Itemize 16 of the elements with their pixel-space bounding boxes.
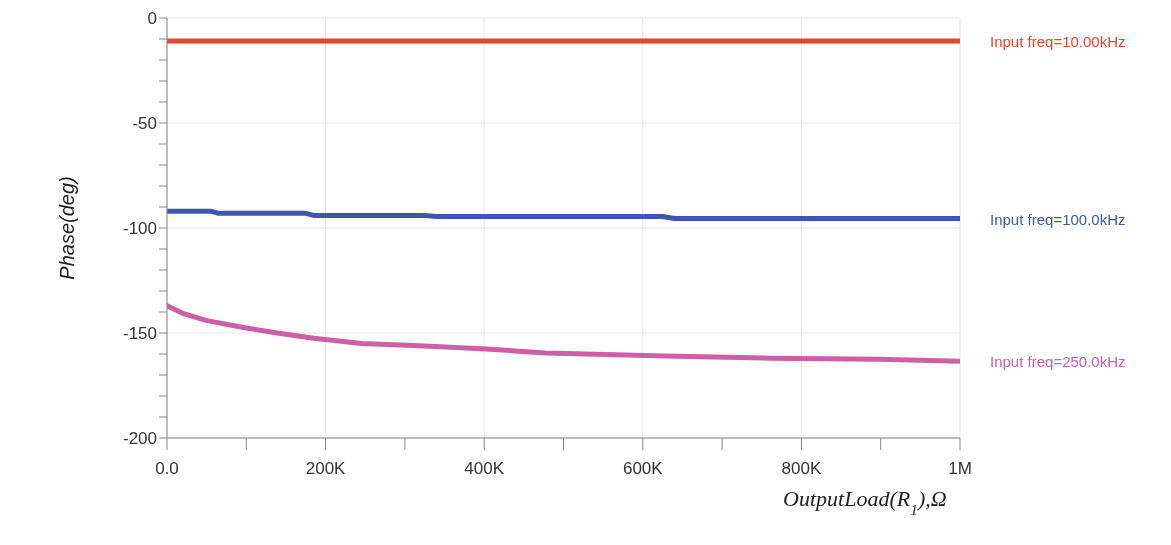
x-tick-label: 200K (305, 459, 347, 479)
x-tick-label: 800K (781, 459, 822, 479)
y-tick-label: -50 (132, 114, 157, 134)
y-axis-title: Phase(deg) (56, 176, 79, 280)
text: Input freq=250.0kHz (990, 353, 1126, 371)
y-tick-label: -200 (122, 429, 157, 449)
x-tick-label: 0.0 (155, 459, 179, 479)
y-tick-label: -150 (122, 324, 157, 344)
y-tick-label: 0 (147, 9, 157, 29)
x-tick-label: 400K (464, 459, 505, 479)
text: Input freq=100.0kHz (990, 210, 1126, 228)
y-tick-label: -100 (122, 219, 157, 239)
x-tick-label: 600K (622, 459, 664, 479)
x-axis-title: OutputLoad(R$_{1}$),Ω (783, 486, 947, 518)
x-tick-label: 1M (948, 459, 972, 479)
text: Input freq=10.00kHz (990, 33, 1126, 51)
